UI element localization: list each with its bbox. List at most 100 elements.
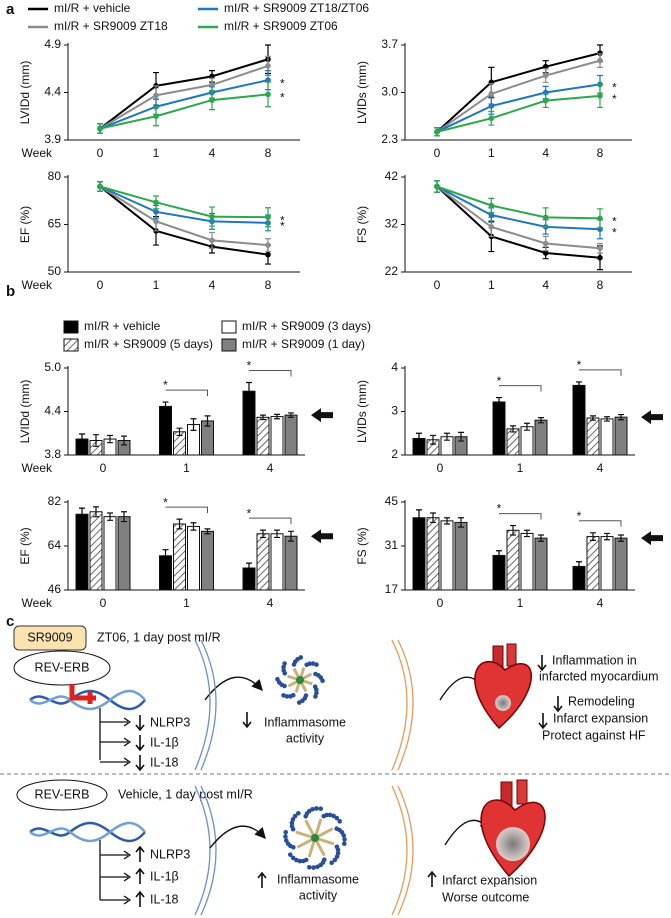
x-tick-label: 0 [437, 596, 444, 610]
bar [572, 384, 586, 456]
x-tick-label: 0 [100, 596, 107, 610]
complex-label: Inflammasome [277, 872, 359, 886]
y-tick-label: 42 [385, 169, 399, 183]
significance: * [247, 506, 252, 520]
error-bar [121, 435, 127, 446]
error-bar [618, 413, 624, 421]
x-tick-label: 1 [153, 278, 160, 292]
x-tick-label: 0 [437, 461, 444, 475]
series-line [99, 185, 269, 224]
gene-label: NLRP3 [150, 715, 190, 729]
series-line [99, 93, 269, 130]
data-point [97, 125, 103, 132]
bead [306, 864, 312, 870]
error-bar [79, 507, 85, 521]
x-tick-label: 0 [434, 278, 441, 292]
significance-bracket [499, 513, 542, 520]
significance-bracket [499, 385, 542, 392]
gene-arrows [99, 708, 128, 763]
legend-label: mI/R + vehicle [54, 1, 131, 15]
y-tick-label: 4.4 [44, 85, 61, 99]
bead [341, 841, 347, 847]
bead [289, 823, 295, 829]
bead [292, 813, 298, 819]
bead [282, 661, 287, 666]
significance: * [612, 81, 617, 95]
x-tick-label: 1 [517, 596, 524, 610]
error-bar [121, 511, 127, 523]
legend-swatch [63, 338, 79, 352]
y-axis-label: LVIDs (mm) [355, 380, 369, 443]
data-point [488, 115, 495, 122]
bead [275, 676, 280, 682]
significance-bracket [579, 520, 622, 527]
bar [75, 513, 89, 591]
x-tick-label: 1 [488, 146, 495, 160]
x-tick-label: 4 [542, 146, 549, 160]
bar [284, 535, 298, 591]
bead [281, 664, 286, 670]
bar [614, 537, 628, 591]
series-line [436, 52, 601, 133]
x-tick-label: 4 [542, 278, 549, 292]
bar [600, 418, 614, 456]
y-tick-label: 2 [391, 447, 398, 461]
y-tick-label: 3 [391, 404, 398, 418]
legend-label: mI/R + SR9009 ZT06 [224, 19, 338, 33]
diagram-bottom: REV-ERB Vehicle, 1 day post mI/R NLRP3 I… [16, 779, 546, 916]
error-bar [176, 427, 183, 437]
bead [318, 806, 324, 812]
error-bar [604, 532, 610, 541]
y-tick-label: 3.0 [381, 85, 398, 99]
error-bar [510, 425, 516, 433]
bead [315, 864, 320, 870]
series-line [99, 185, 269, 219]
x-axis-label: Week [22, 461, 53, 475]
data-point [434, 183, 440, 190]
y-tick-label: 22 [385, 264, 399, 278]
x-tick-label: 4 [267, 461, 274, 475]
bead [281, 693, 286, 698]
significance: * [163, 495, 168, 509]
bead [327, 812, 333, 818]
data-point [542, 72, 549, 79]
bead [288, 694, 293, 699]
legend-label: mI/R + SR9009 (3 days) [242, 319, 371, 333]
y-tick-label: 46 [48, 582, 62, 596]
panel-label: a [6, 1, 15, 18]
panel-label: b [6, 283, 15, 300]
error-bar [204, 415, 211, 427]
significance: * [247, 359, 252, 373]
data-point [265, 63, 271, 69]
error-bar [524, 422, 530, 431]
core [296, 676, 304, 684]
heart [474, 643, 532, 730]
bead [296, 700, 302, 705]
legend-label: mI/R + SR9009 (1 day) [242, 337, 365, 351]
data-point [209, 237, 215, 244]
condition-label: ZT06, 1 day post mI/R [97, 630, 221, 644]
y-tick-label: 80 [48, 169, 62, 183]
data-point [209, 213, 215, 220]
bead [289, 820, 295, 826]
series-line [436, 185, 601, 259]
data-point [597, 254, 603, 261]
significance-bracket [579, 369, 622, 376]
receptor-label: REV-ERB [35, 787, 90, 801]
gene-label: IL-18 [150, 892, 179, 906]
arrow [641, 531, 663, 546]
bead [311, 865, 316, 870]
bead [320, 678, 325, 684]
condition-label: Vehicle, 1 day post mI/R [118, 787, 253, 801]
bar [534, 537, 548, 591]
bead [296, 810, 301, 816]
significance: * [612, 214, 617, 228]
y-tick-label: 3.8 [44, 447, 61, 461]
significance-bracket [165, 389, 208, 397]
bead [283, 834, 288, 839]
receptor-label: REV-ERB [35, 660, 90, 674]
significance: * [280, 219, 285, 233]
bar [159, 405, 172, 456]
error-bar [458, 431, 464, 442]
error-bar [260, 529, 266, 539]
